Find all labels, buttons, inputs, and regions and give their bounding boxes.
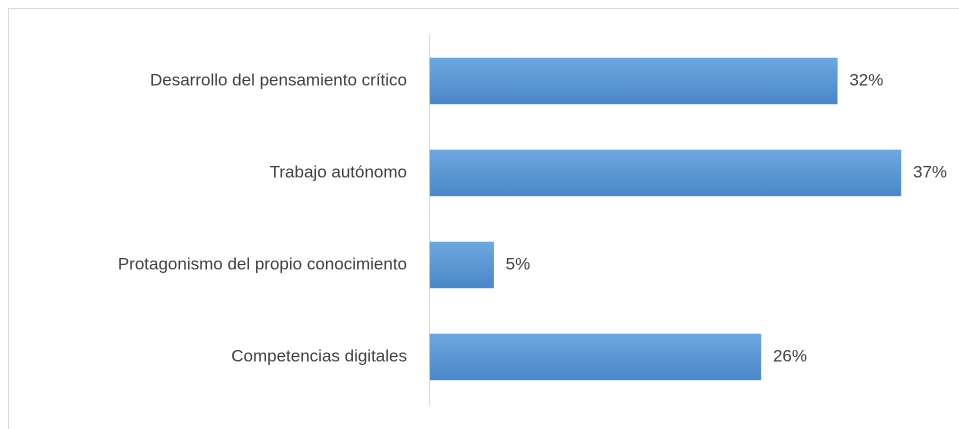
category-label: Competencias digitales [231, 346, 407, 365]
data-label: 32% [849, 70, 883, 89]
chart-frame [8, 8, 959, 429]
category-label: Protagonismo del propio conocimiento [118, 254, 407, 273]
category-label: Desarrollo del pensamiento crítico [150, 70, 407, 89]
bar [429, 57, 838, 105]
bar [429, 149, 902, 197]
bar [429, 333, 762, 381]
data-label: 26% [773, 346, 807, 365]
data-label: 37% [913, 162, 947, 181]
category-label: Trabajo autónomo [270, 162, 407, 181]
data-label: 5% [506, 254, 531, 273]
bar [429, 241, 494, 289]
